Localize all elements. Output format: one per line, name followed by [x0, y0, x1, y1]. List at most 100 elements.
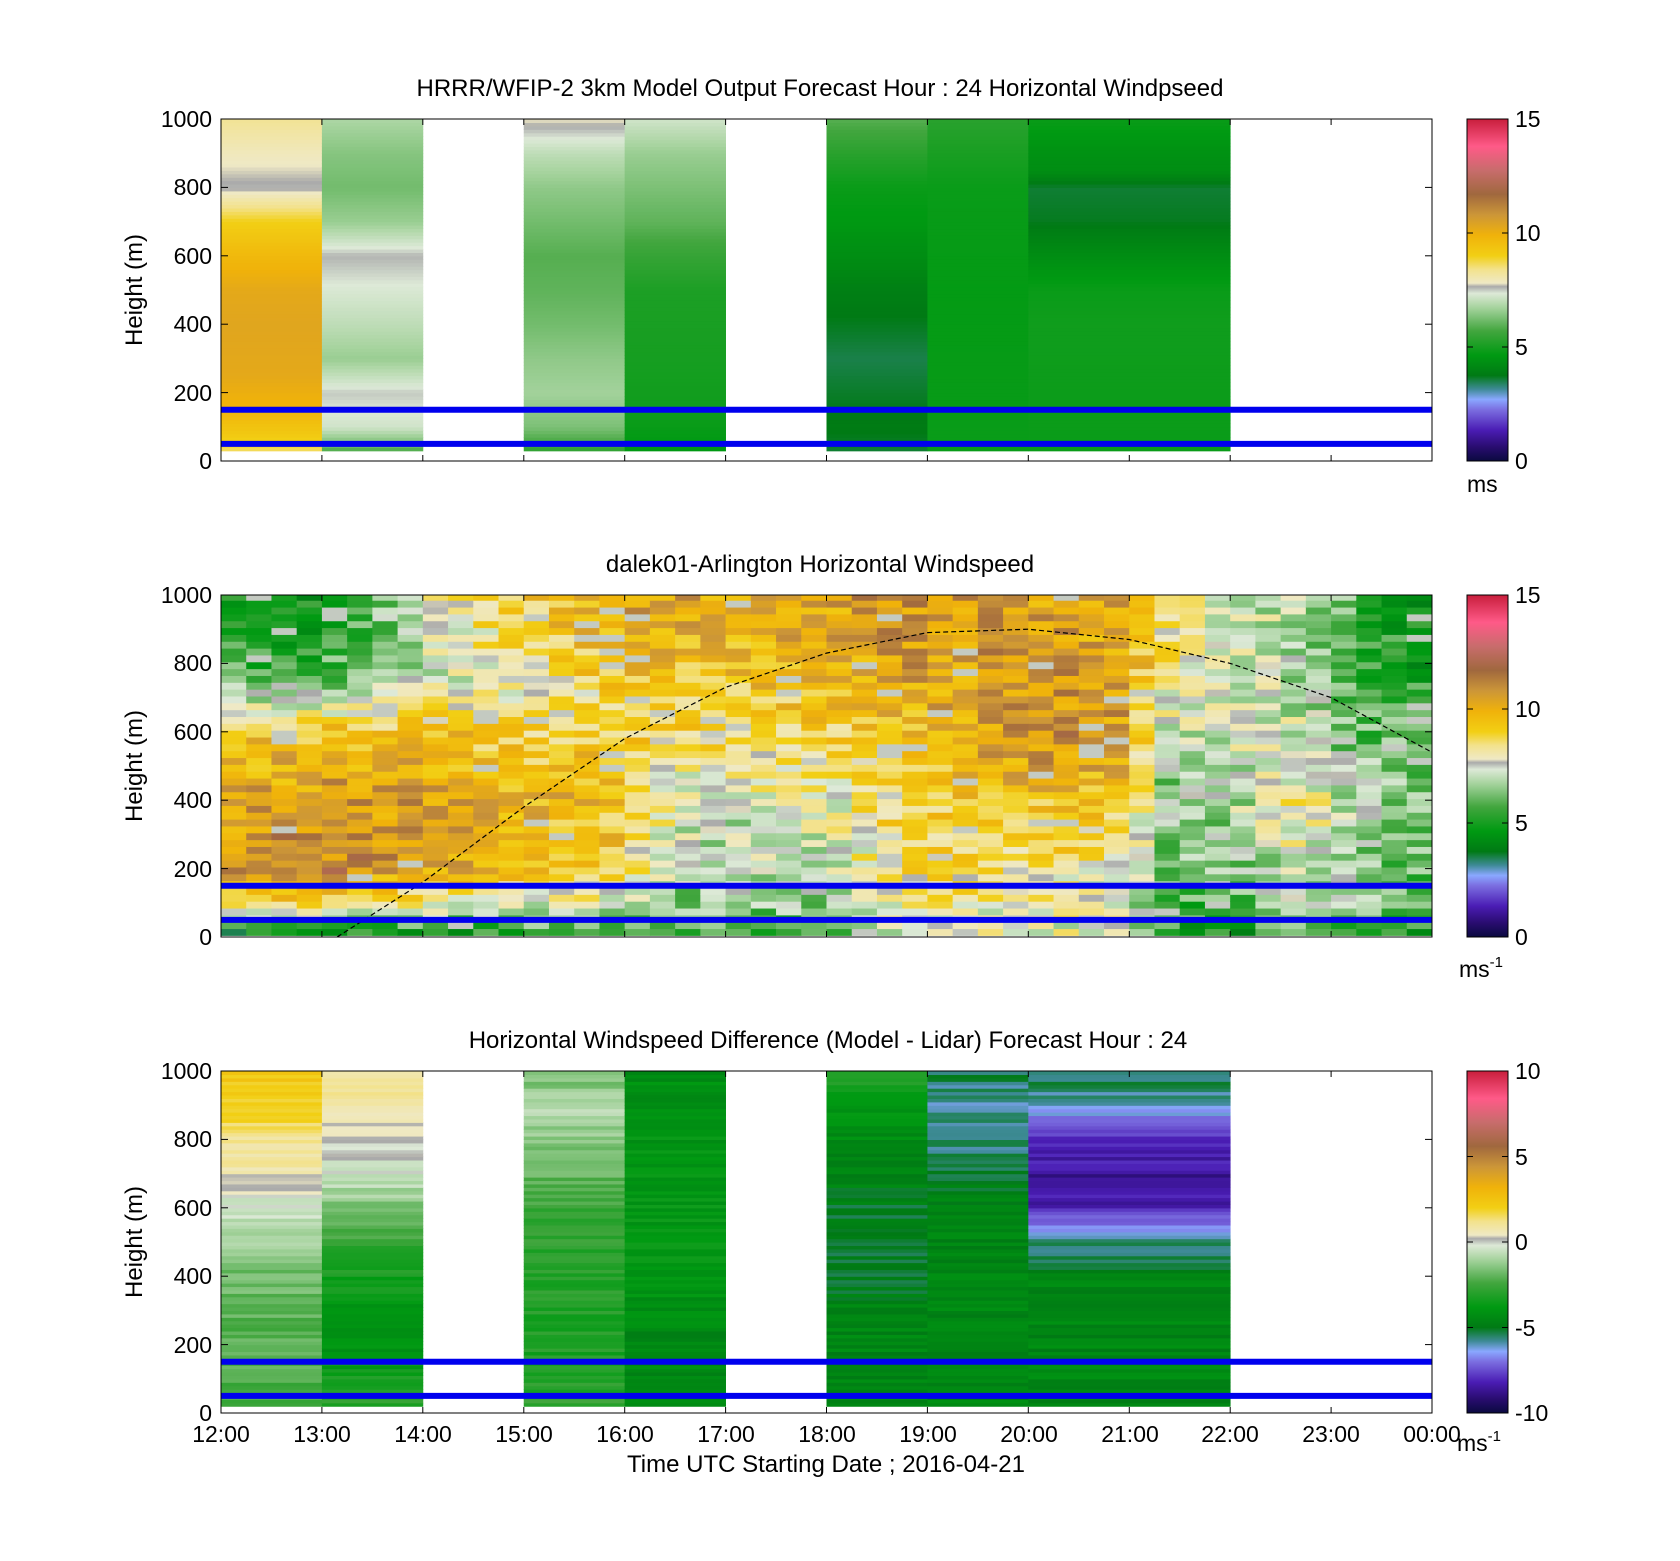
heatmap-cell	[574, 771, 600, 779]
heatmap-cell	[1255, 641, 1282, 649]
heatmap-cell	[321, 1235, 424, 1240]
heatmap-cell	[977, 873, 1004, 882]
heatmap-cell	[1028, 194, 1231, 199]
heatmap-cell	[448, 682, 474, 690]
heatmap-cell	[902, 873, 928, 882]
heatmap-cell	[624, 201, 726, 206]
heatmap-cell	[523, 344, 626, 349]
heatmap-cell	[347, 600, 373, 608]
heatmap-cell	[321, 1108, 424, 1113]
heatmap-cell	[523, 228, 626, 233]
heatmap-cell	[1028, 846, 1054, 854]
heatmap-cell	[927, 825, 954, 834]
heatmap-cell	[523, 262, 626, 267]
heatmap-cell	[1129, 648, 1155, 656]
heatmap-cell	[1331, 709, 1357, 718]
heatmap-cell	[902, 750, 928, 759]
heatmap-cell	[1028, 1313, 1231, 1318]
heatmap-cell	[750, 764, 777, 772]
heatmap-cell	[977, 606, 1004, 615]
heatmap-cell	[473, 736, 499, 745]
heatmap-cell	[1331, 595, 1357, 601]
heatmap-cell	[523, 266, 626, 271]
heatmap-cell	[221, 600, 247, 608]
heatmap-cell	[851, 757, 878, 765]
heatmap-cell	[826, 132, 928, 137]
heatmap-cell	[700, 675, 726, 683]
heatmap-cell	[321, 361, 424, 366]
heatmap-cell	[624, 173, 726, 178]
heatmap-cell	[750, 743, 777, 752]
heatmap-cell	[221, 716, 247, 724]
heatmap-cell	[927, 1330, 1029, 1335]
heatmap-cell	[221, 149, 323, 154]
heatmap-cell	[977, 709, 1004, 718]
heatmap-cell	[624, 272, 726, 277]
heatmap-cell	[927, 1200, 1029, 1205]
heatmap-cell	[1381, 702, 1408, 711]
heatmap-cell	[574, 839, 600, 847]
heatmap-cell	[876, 928, 903, 936]
heatmap-cell	[523, 296, 626, 301]
heatmap-cell	[801, 709, 827, 718]
heatmap-cell	[927, 901, 954, 909]
heatmap-cell	[624, 259, 726, 264]
heatmap-cell	[927, 771, 954, 779]
heatmap-cell	[1028, 1084, 1231, 1089]
heatmap-cell	[1028, 1153, 1231, 1158]
heatmap-cell	[1305, 819, 1332, 827]
heatmap-cell	[1053, 689, 1080, 697]
heatmap-cell	[221, 1303, 323, 1308]
heatmap-cell	[1053, 907, 1080, 916]
heatmap-cell	[1028, 423, 1231, 428]
heatmap-cell	[1179, 805, 1206, 813]
heatmap-cell	[826, 290, 928, 295]
heatmap-cell	[347, 695, 373, 704]
heatmap-cell	[927, 1132, 1029, 1137]
heatmap-cell	[473, 832, 499, 841]
heatmap-cell	[1331, 668, 1357, 676]
heatmap-cell	[1406, 675, 1433, 683]
heatmap-cell	[927, 627, 954, 635]
heatmap-cell	[321, 1177, 424, 1182]
heatmap-cell	[221, 641, 247, 649]
heatmap-cell	[876, 812, 903, 820]
heatmap-cell	[927, 416, 1029, 421]
heatmap-cell	[221, 296, 323, 301]
heatmap-cell	[448, 716, 474, 724]
heatmap-cell	[927, 1074, 1029, 1079]
heatmap-cell	[221, 125, 323, 130]
heatmap-cell	[826, 1149, 928, 1154]
heatmap-cell	[876, 805, 903, 813]
heatmap-cell	[448, 894, 474, 902]
heatmap-cell	[221, 798, 247, 806]
heatmap-cell	[624, 142, 726, 147]
heatmap-cell	[523, 1228, 626, 1233]
heatmap-cell	[221, 1088, 323, 1093]
heatmap-cell	[902, 866, 928, 875]
heatmap-cell	[321, 1306, 424, 1311]
heatmap-cell	[498, 777, 525, 786]
heatmap-cell	[624, 1194, 726, 1199]
heatmap-cell	[776, 675, 802, 683]
heatmap-cell	[1104, 695, 1130, 704]
heatmap-cell	[902, 777, 928, 786]
heatmap-cell	[548, 723, 575, 731]
heatmap-cell	[523, 1245, 626, 1250]
heatmap-cell	[927, 1204, 1029, 1209]
heatmap-cell	[750, 866, 777, 875]
heatmap-cell	[826, 682, 853, 690]
heatmap-cell	[927, 1310, 1029, 1315]
heatmap-cell	[675, 873, 701, 882]
heatmap-cell	[952, 661, 979, 670]
heatmap-cell	[523, 337, 626, 342]
heatmap-cell	[1028, 777, 1054, 786]
heatmap-cell	[1179, 648, 1206, 656]
heatmap-cell	[548, 675, 575, 683]
heatmap-cell	[221, 1279, 323, 1284]
heatmap-cell	[750, 689, 777, 697]
heatmap-cell	[1028, 248, 1231, 253]
heatmap-cell	[422, 743, 449, 752]
heatmap-cell	[1028, 389, 1231, 394]
heatmap-cell	[952, 723, 979, 731]
